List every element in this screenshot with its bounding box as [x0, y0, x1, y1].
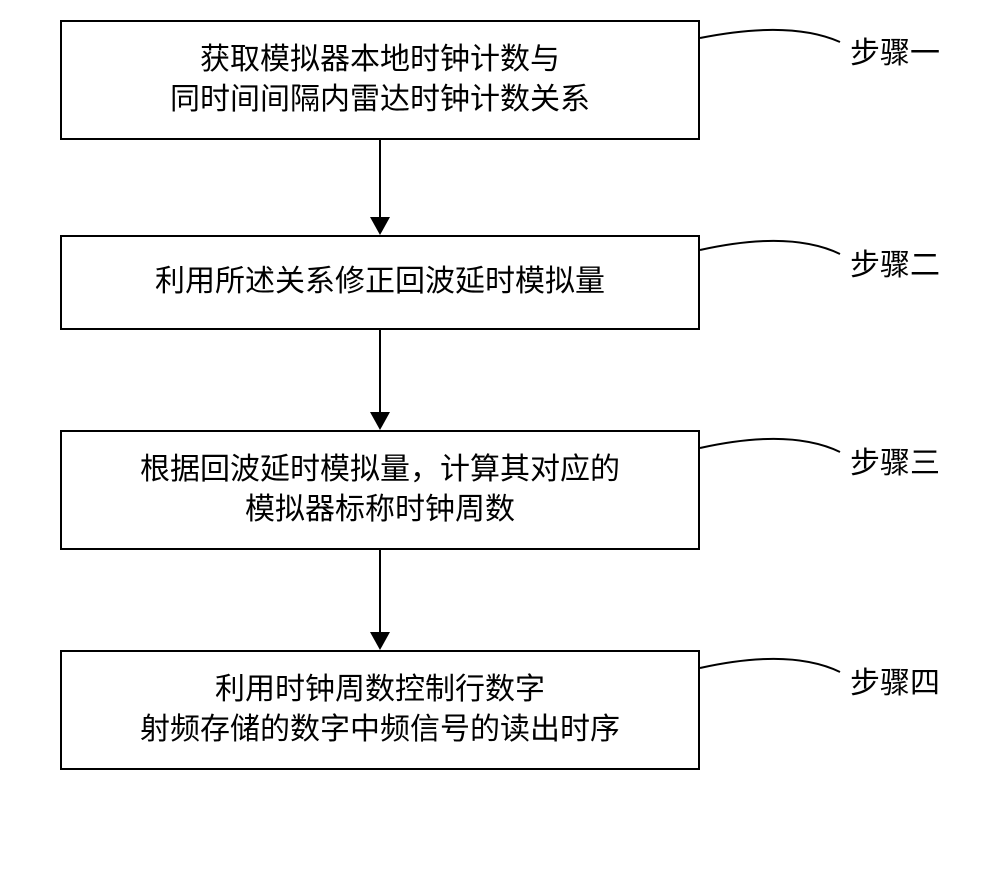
step-3-line-0: 根据回波延时模拟量，计算其对应的 [140, 450, 620, 491]
step-1-leader [696, 16, 844, 46]
step-1-label: 步骤一 [850, 28, 940, 72]
step-2-box: 利用所述关系修正回波延时模拟量 [60, 235, 700, 330]
arrow-3-shaft [379, 550, 381, 632]
arrow-2-head [370, 412, 390, 430]
step-1-line-1: 同时间间隔内雷达时钟计数关系 [170, 80, 590, 121]
step-4-leader [696, 644, 844, 676]
step-3-box: 根据回波延时模拟量，计算其对应的模拟器标称时钟周数 [60, 430, 700, 550]
step-4-box: 利用时钟周数控制行数字射频存储的数字中频信号的读出时序 [60, 650, 700, 770]
arrow-1-head [370, 217, 390, 235]
step-1-box: 获取模拟器本地时钟计数与同时间间隔内雷达时钟计数关系 [60, 20, 700, 140]
step-4-line-0: 利用时钟周数控制行数字 [215, 670, 545, 711]
step-3-line-1: 模拟器标称时钟周数 [245, 490, 515, 531]
step-4-line-1: 射频存储的数字中频信号的读出时序 [140, 710, 620, 751]
step-2-leader [696, 226, 844, 258]
step-4-label: 步骤四 [850, 658, 940, 702]
step-3-leader [696, 424, 844, 456]
arrow-1-shaft [379, 140, 381, 217]
flowchart-canvas: 获取模拟器本地时钟计数与同时间间隔内雷达时钟计数关系 步骤一利用所述关系修正回波延… [0, 0, 1000, 889]
step-2-label: 步骤二 [850, 240, 940, 284]
step-1-line-0: 获取模拟器本地时钟计数与 [200, 40, 560, 81]
arrow-2-shaft [379, 330, 381, 412]
arrow-3-head [370, 632, 390, 650]
step-2-line-0: 利用所述关系修正回波延时模拟量 [155, 262, 605, 303]
step-3-label: 步骤三 [850, 438, 940, 482]
